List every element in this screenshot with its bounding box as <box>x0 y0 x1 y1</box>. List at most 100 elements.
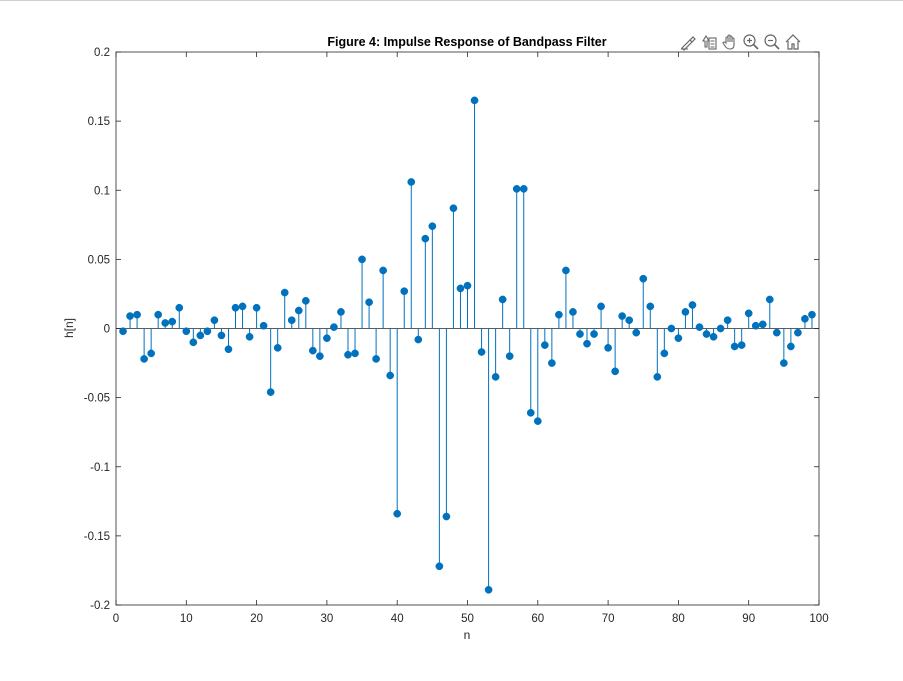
stem-marker <box>730 342 739 351</box>
stem-marker <box>540 341 549 349</box>
stem-marker <box>442 512 451 521</box>
stem-marker <box>533 417 542 425</box>
stem-marker <box>344 350 352 359</box>
stem-marker <box>316 352 324 360</box>
stem-marker <box>667 324 676 333</box>
home-icon[interactable] <box>783 32 803 52</box>
x-tick-label: 70 <box>602 613 615 625</box>
stem-marker <box>351 349 359 358</box>
stem-marker <box>259 321 268 330</box>
x-tick-label: 80 <box>672 613 685 625</box>
stem-marker <box>372 355 380 363</box>
stem-marker <box>119 327 127 336</box>
stem-marker <box>477 348 486 356</box>
stem-marker <box>590 330 598 338</box>
pan-icon[interactable] <box>720 32 740 52</box>
stem-marker <box>421 234 430 243</box>
stem-marker <box>252 303 261 312</box>
stem-marker <box>702 330 711 338</box>
stem-marker <box>210 316 219 325</box>
x-tick-label: 20 <box>250 613 263 625</box>
stem-marker <box>428 222 437 231</box>
stem-marker <box>772 328 781 337</box>
stem-marker <box>674 334 683 343</box>
x-axis-label: n <box>464 628 471 642</box>
stem-marker <box>709 332 718 341</box>
x-tick-label: 0 <box>113 613 119 625</box>
stem-marker <box>330 323 338 331</box>
stem-marker <box>794 328 802 337</box>
x-tick-label: 100 <box>809 613 828 625</box>
stem-marker <box>231 303 240 312</box>
stem-marker <box>407 178 416 186</box>
y-tick-label: 0.2 <box>94 47 110 59</box>
stem-marker <box>569 308 577 316</box>
y-tick-label: 0.1 <box>94 185 110 197</box>
stem-marker <box>808 310 816 319</box>
stem-marker <box>294 306 303 315</box>
stem-marker <box>611 367 619 376</box>
axes-box <box>115 51 820 606</box>
stem-marker <box>126 312 134 320</box>
x-tick-label: 40 <box>391 613 404 625</box>
stem-marker <box>688 301 697 309</box>
stem-marker <box>308 346 317 355</box>
zoom-in-icon[interactable] <box>741 32 761 52</box>
stem-marker <box>456 284 465 293</box>
stem-marker <box>751 321 760 330</box>
zoom-out-icon[interactable] <box>762 32 782 52</box>
axes-toolbar <box>678 32 803 52</box>
stem-marker <box>133 310 141 319</box>
stem-marker <box>716 324 725 333</box>
stem-marker <box>526 408 535 417</box>
stem-marker <box>287 316 296 325</box>
stem-marker <box>273 344 282 352</box>
stem-marker <box>203 327 212 336</box>
stem-marker <box>498 295 507 304</box>
stem-marker <box>744 309 753 318</box>
stem-marker <box>182 327 191 336</box>
brush-icon[interactable] <box>678 32 698 52</box>
stem-marker <box>653 373 662 381</box>
stem-marker <box>301 297 310 305</box>
stem-marker <box>646 302 655 311</box>
stem-marker <box>168 317 177 326</box>
stem-marker <box>484 585 493 594</box>
y-tick-label: -0.1 <box>90 462 110 474</box>
stem-marker <box>386 371 395 380</box>
stem-marker <box>393 509 402 518</box>
x-tick-label: 50 <box>461 613 474 625</box>
stem-marker <box>604 344 612 352</box>
data-tips-icon[interactable] <box>699 32 719 52</box>
x-tick-label: 10 <box>180 613 193 625</box>
stem-marker <box>625 316 634 325</box>
window-top-border <box>0 0 903 1</box>
stem-marker <box>470 96 479 105</box>
y-tick-label: 0.05 <box>88 254 110 266</box>
stem-marker <box>358 255 366 264</box>
stem-marker <box>548 359 556 367</box>
stem-marker <box>505 352 514 360</box>
stem-marker <box>780 359 788 367</box>
stem-marker <box>245 332 254 341</box>
stem-marker <box>280 288 289 297</box>
stem-marker <box>337 308 345 316</box>
stem-marker <box>323 334 331 343</box>
stem-marker <box>224 345 233 354</box>
y-axis-label: h[n] <box>62 318 76 338</box>
stem-marker <box>175 303 184 312</box>
x-axis-ticks: 0 10 20 30 40 50 60 70 80 90 100 <box>113 52 829 625</box>
stem-marker <box>161 319 170 327</box>
stem-marker <box>787 342 795 351</box>
stem-marker <box>695 323 704 331</box>
stem-marker <box>765 295 774 304</box>
x-tick-label: 30 <box>321 613 334 625</box>
stem-marker <box>463 281 472 290</box>
chart-title: Figure 4: Impulse Response of Bandpass F… <box>327 35 606 49</box>
stem-marker <box>196 331 205 340</box>
stem-marker <box>583 339 591 348</box>
stem-marker <box>632 328 641 337</box>
stem-marker <box>512 185 521 193</box>
stem-marker <box>400 287 409 296</box>
y-tick-label: -0.2 <box>90 600 110 612</box>
